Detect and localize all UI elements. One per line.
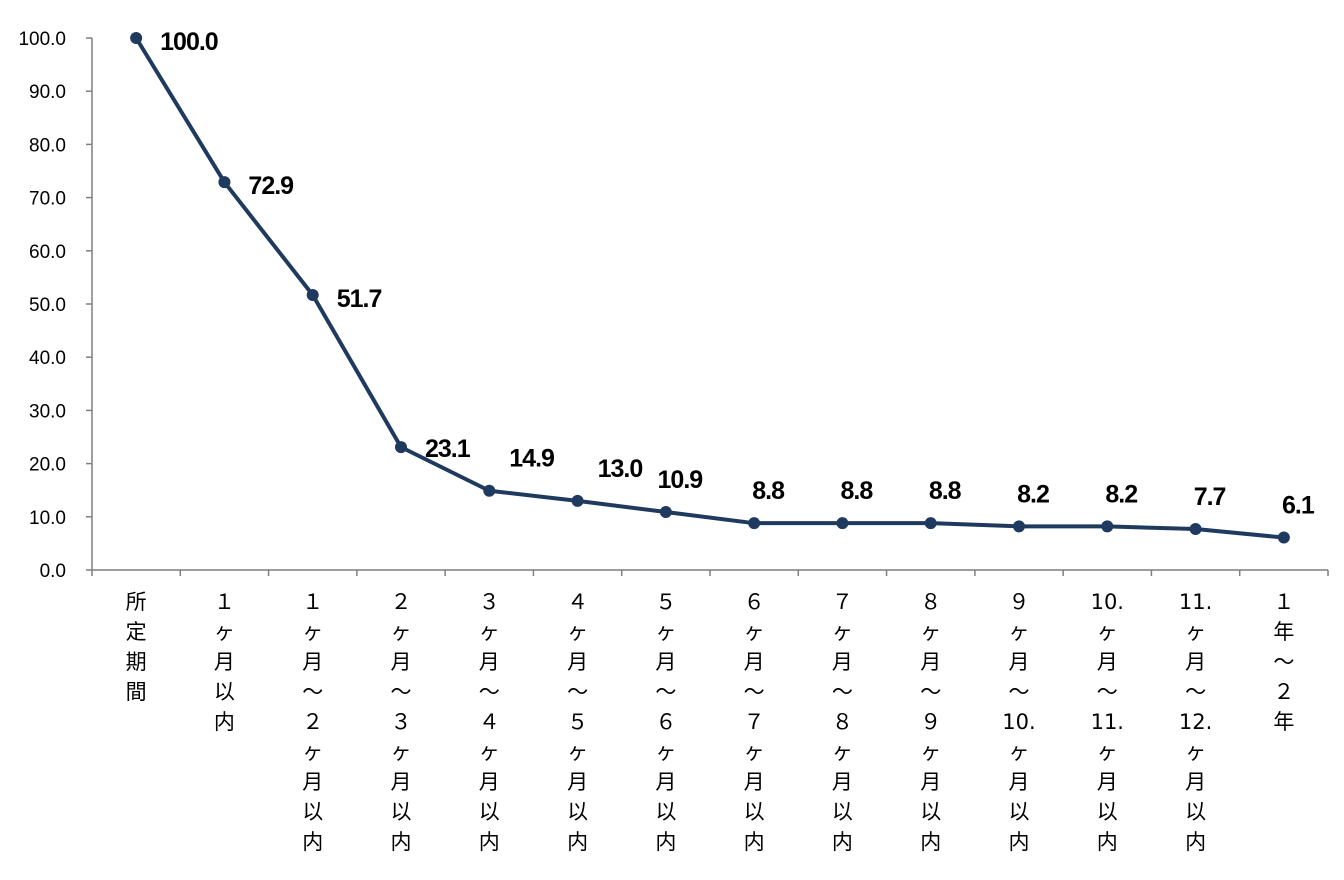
y-tick-label: 50.0 [29,295,66,316]
y-tick-label: 0.0 [40,561,66,582]
x-category-label: ５ヶ月～６ヶ月以内 [655,590,676,854]
data-point [1013,520,1025,533]
x-category-label: １年～２年 [1273,590,1294,734]
data-label: 8.8 [929,477,962,505]
y-tick-label: 80.0 [29,135,66,156]
series-line [134,36,1285,540]
data-label: 13.0 [598,455,643,483]
y-tick-label: 60.0 [29,242,66,263]
data-point [1277,531,1290,544]
data-point [659,506,672,519]
x-category-label: ２ヶ月～３ヶ月以内 [391,590,412,854]
data-label: 8.2 [1017,480,1049,508]
x-category-label: ８ヶ月～９ヶ月以内 [920,590,941,854]
data-label: 51.7 [337,285,382,313]
data-label: 23.1 [425,435,471,463]
x-category-label: ７ヶ月～８ヶ月以内 [832,590,853,854]
data-point [1189,523,1202,536]
x-category-label: ３ヶ月～４ヶ月以内 [479,590,500,854]
x-category-label: ６ヶ月～７ヶ月以内 [744,590,765,854]
x-category-label: 11.ヶ月～ 12.ヶ月以内 [1179,590,1212,854]
data-label: 8.8 [752,477,785,505]
data-point [130,32,143,44]
data-label: 10.9 [658,466,703,494]
data-points [130,32,1290,544]
y-tick-label: 30.0 [29,401,66,422]
x-category-label: 10.ヶ月～ 11.ヶ月以内 [1091,590,1124,854]
data-point [924,517,937,530]
y-tick-label: 20.0 [29,455,66,476]
data-label: 100.0 [160,28,218,56]
data-point [748,517,761,530]
data-point [1101,520,1114,533]
data-label: 8.8 [841,477,874,505]
data-label: 8.2 [1105,480,1137,508]
x-category-label: １ヶ月以内 [214,590,235,734]
data-label: 14.9 [509,445,554,473]
data-point [218,176,231,189]
data-point [395,441,407,454]
y-tick-label: 90.0 [29,82,66,103]
data-label: 6.1 [1282,492,1315,520]
y-tick-label: 40.0 [29,348,66,369]
data-label: 72.9 [248,172,293,200]
x-category-label: ９ヶ月～ 10.ヶ月以内 [1002,590,1035,854]
x-category-labels: 所定期間 １ヶ月以内 １ヶ月～２ヶ月以内 ２ヶ月～３ヶ月以内 ３ヶ月～４ヶ月以内 ４ヶ月～… [126,590,1295,854]
data-labels: 100.0 72.9 51.7 23.1 14.9 13.0 10.9 8.8 8.8 8.8 8.… [160,28,1316,520]
data-label: 7.7 [1194,483,1226,511]
y-tick-label: 70.0 [29,189,66,210]
data-point [483,484,496,497]
axes [86,37,1329,576]
data-point [836,517,849,530]
y-tick-labels: 0.0 10.0 20.0 30.0 40.0 50.0 60.0 70.0 80.0 90.0 1… [18,29,66,582]
data-point [571,494,584,507]
y-tick-label: 100.0 [18,29,66,50]
y-tick-label: 10.0 [29,508,66,529]
x-category-label: ４ヶ月～５ヶ月以内 [567,590,588,854]
x-category-label: 所定期間 [126,590,147,704]
x-category-label: １ヶ月～２ヶ月以内 [302,590,323,854]
series-polyline [134,36,1285,540]
data-point [306,288,319,301]
